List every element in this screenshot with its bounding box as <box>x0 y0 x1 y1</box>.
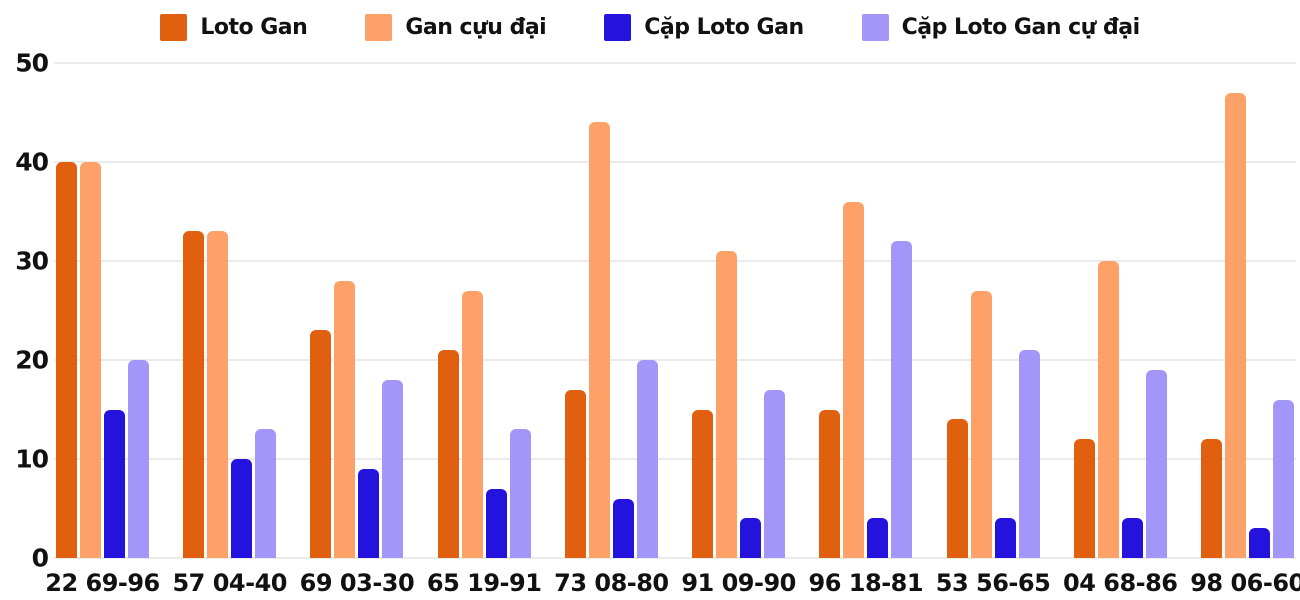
bar[interactable] <box>255 429 277 558</box>
bar[interactable] <box>716 251 738 558</box>
x-axis-category-label: 65 19-91 <box>426 569 542 597</box>
bar[interactable] <box>1073 439 1095 558</box>
legend-label: Gan cựu đại <box>405 14 547 40</box>
legend-swatch-icon <box>604 13 632 41</box>
bar-group: 57 04-40 <box>172 63 287 597</box>
x-axis-category-label: 96 18-81 <box>808 569 924 597</box>
bar[interactable] <box>692 409 714 558</box>
bar-group: 91 09-90 <box>681 63 796 597</box>
bar[interactable] <box>994 518 1016 558</box>
bar[interactable] <box>310 330 332 558</box>
bar[interactable] <box>1018 350 1040 558</box>
bar[interactable] <box>207 231 229 558</box>
bar-group: 73 08-80 <box>554 63 669 597</box>
x-axis-category-label: 22 69-96 <box>45 569 160 597</box>
bar-group: 96 18-81 <box>809 63 924 597</box>
y-axis-tick-label: 0 <box>31 543 49 573</box>
bar[interactable] <box>1200 439 1222 558</box>
bar[interactable] <box>56 162 77 558</box>
gridline <box>54 260 1296 262</box>
y-axis-tick-label: 40 <box>15 147 49 177</box>
bar[interactable] <box>588 122 610 558</box>
gridline <box>54 359 1296 361</box>
bar[interactable] <box>1248 528 1270 558</box>
y-axis-tick-label: 30 <box>15 246 49 276</box>
legend-item[interactable]: Loto Gan <box>160 13 308 41</box>
bar[interactable] <box>183 231 205 558</box>
bar[interactable] <box>461 290 483 558</box>
bar-group: 98 06-60 <box>1190 63 1300 597</box>
gridline <box>54 161 1296 163</box>
bar[interactable] <box>104 409 125 558</box>
x-axis-category-label: 98 06-60 <box>1190 569 1300 597</box>
x-axis-category-label: 57 04-40 <box>172 569 287 597</box>
bar[interactable] <box>334 280 356 558</box>
bar-group: 65 19-91 <box>427 63 542 597</box>
bar[interactable] <box>1097 261 1119 558</box>
x-axis-category-label: 69 03-30 <box>299 569 415 597</box>
legend-item[interactable]: Cặp Loto Gan cự đại <box>861 13 1141 41</box>
bar[interactable] <box>612 498 634 558</box>
legend-label: Loto Gan <box>200 14 308 40</box>
bar[interactable] <box>764 389 786 558</box>
bar[interactable] <box>970 290 992 558</box>
y-axis: 0 10 20 30 40 50 <box>6 49 54 573</box>
y-axis-tick-label: 10 <box>15 444 49 474</box>
bar[interactable] <box>1272 399 1294 558</box>
bar[interactable] <box>358 468 380 558</box>
x-axis-category-label: 04 68-86 <box>1062 569 1178 597</box>
bar[interactable] <box>1121 518 1143 558</box>
bar[interactable] <box>231 459 253 558</box>
gridline <box>54 62 1296 64</box>
legend-swatch-icon <box>160 13 188 41</box>
bar[interactable] <box>564 389 586 558</box>
legend-swatch-icon <box>861 13 889 41</box>
bar[interactable] <box>485 488 507 558</box>
bar[interactable] <box>1224 92 1246 558</box>
bar[interactable] <box>636 360 658 558</box>
x-axis-category-label: 73 08-80 <box>554 569 669 597</box>
bar[interactable] <box>843 201 865 558</box>
legend-swatch-icon <box>365 13 393 41</box>
grouped-bar-chart: 0 10 20 30 40 50 22 69-96 57 04-40 69 03-30 65 1… <box>6 49 1300 598</box>
bar[interactable] <box>891 241 913 558</box>
bar-group: 04 68-86 <box>1063 63 1178 597</box>
y-axis-tick-label: 20 <box>15 345 49 375</box>
bar-group: 69 03-30 <box>300 63 415 597</box>
bar[interactable] <box>382 379 404 558</box>
legend-item[interactable]: Gan cựu đại <box>365 13 547 41</box>
bar[interactable] <box>128 360 149 558</box>
legend-item[interactable]: Cặp Loto Gan <box>604 13 804 41</box>
bar[interactable] <box>946 419 968 558</box>
bar-groups: 22 69-96 57 04-40 69 03-30 65 19-91 73 08-80… <box>45 63 1300 597</box>
gridline <box>54 458 1296 460</box>
x-axis-category-label: 53 56-65 <box>935 569 1051 597</box>
bar[interactable] <box>80 162 101 558</box>
bar[interactable] <box>437 350 459 558</box>
x-axis-category-label: 91 09-90 <box>681 569 796 597</box>
plot-area: 22 69-96 57 04-40 69 03-30 65 19-91 73 08-80… <box>45 62 1300 597</box>
gridline <box>54 557 1296 559</box>
chart-legend: Loto Gan Gan cựu đại Cặp Loto Gan Cặp Loto … <box>0 8 1300 46</box>
legend-label: Cặp Loto Gan cự đại <box>901 14 1141 40</box>
bar[interactable] <box>1145 369 1167 558</box>
bar[interactable] <box>867 518 889 558</box>
bar[interactable] <box>509 429 531 558</box>
y-axis-tick-label: 50 <box>15 48 49 78</box>
bar-group: 53 56-65 <box>936 63 1051 597</box>
bar[interactable] <box>819 409 841 558</box>
bar[interactable] <box>740 518 762 558</box>
bar-group: 22 69-96 <box>45 63 160 597</box>
legend-label: Cặp Loto Gan <box>644 14 804 40</box>
